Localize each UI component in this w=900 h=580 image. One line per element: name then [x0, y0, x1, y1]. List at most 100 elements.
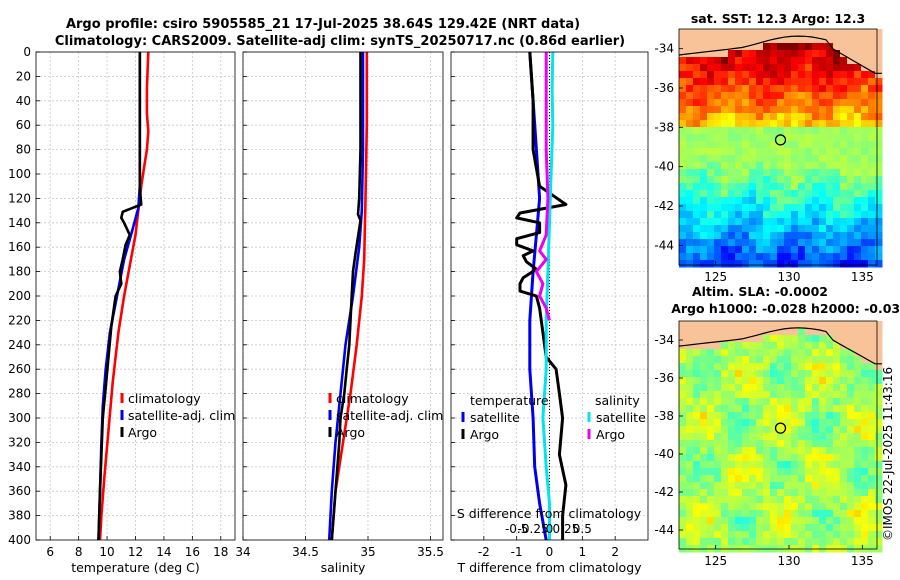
map-cell	[777, 78, 785, 86]
map-cell	[679, 260, 687, 268]
map-cell	[868, 183, 876, 191]
map-cell	[749, 120, 757, 128]
map-cell	[854, 225, 862, 233]
map-cell	[798, 440, 806, 448]
map-cell	[875, 545, 883, 553]
map-cell	[833, 43, 841, 51]
map-cell	[679, 391, 687, 399]
legend-label: climatology	[128, 391, 201, 406]
map-cell	[798, 510, 806, 518]
map-frame	[678, 28, 878, 266]
map-cell	[756, 162, 764, 170]
map-cell	[693, 342, 701, 350]
map-cell	[742, 454, 750, 462]
map-cell	[819, 78, 827, 86]
map-cell	[784, 148, 792, 156]
map-cell	[847, 531, 855, 539]
map-cell	[770, 197, 778, 205]
map-cell	[861, 356, 869, 364]
map-cell	[791, 377, 799, 385]
map-cell	[721, 440, 729, 448]
map-cell	[686, 134, 694, 142]
map-cell	[784, 85, 792, 93]
map-cell	[805, 260, 813, 268]
map-cell	[756, 349, 764, 357]
map-cell	[777, 169, 785, 177]
map-cell	[679, 176, 687, 184]
map-cell	[686, 384, 694, 392]
map-cell	[791, 64, 799, 72]
map-cell	[868, 232, 876, 240]
map-cell	[693, 398, 701, 406]
map-cell	[721, 197, 729, 205]
map-cell	[784, 134, 792, 142]
map-cell	[700, 57, 708, 65]
map-cell	[854, 517, 862, 525]
map-cell	[770, 370, 778, 378]
x-tick-label: 2	[611, 545, 619, 559]
map-cell	[819, 321, 827, 329]
map-cell	[868, 120, 876, 128]
map-cell	[812, 538, 820, 546]
map-cell	[805, 211, 813, 219]
map-cell	[812, 328, 820, 336]
map-cell	[693, 391, 701, 399]
series-line-argo	[97, 52, 143, 541]
map-cell	[679, 127, 687, 135]
map-cell	[875, 377, 883, 385]
map-cell	[861, 218, 869, 226]
map-cell	[868, 134, 876, 142]
map-cell	[861, 531, 869, 539]
map-cell	[847, 384, 855, 392]
map-cell	[826, 342, 834, 350]
map-cell	[777, 412, 785, 420]
map-cell	[749, 246, 757, 254]
map-cell	[875, 106, 883, 114]
map-cell	[686, 71, 694, 79]
map-cell	[784, 412, 792, 420]
map-cell	[819, 134, 827, 142]
map-cell	[728, 342, 736, 350]
map-cell	[777, 349, 785, 357]
map-cell	[714, 475, 722, 483]
map-cell	[833, 391, 841, 399]
map-cell	[798, 503, 806, 511]
map-cell	[721, 510, 729, 518]
map-cell	[693, 36, 701, 44]
map-cell	[819, 328, 827, 336]
map-cell	[700, 64, 708, 72]
depth-axis: 0204060801001201401601802002202402602803…	[8, 45, 31, 547]
map-cell	[770, 239, 778, 247]
map-cell	[840, 232, 848, 240]
title-line-2: Climatology: CARS2009. Satellite-adj cli…	[55, 34, 625, 49]
map-cell	[798, 120, 806, 128]
map-cell	[679, 419, 687, 427]
map-cell	[847, 246, 855, 254]
map-cell	[791, 433, 799, 441]
map-cell	[868, 99, 876, 107]
map-cell	[700, 363, 708, 371]
map-cell	[735, 204, 743, 212]
depth-tick-label: 180	[8, 265, 31, 279]
map-cell	[854, 190, 862, 198]
map-cell	[861, 335, 869, 343]
map-cell	[749, 85, 757, 93]
map-cell	[721, 183, 729, 191]
map-cell	[679, 148, 687, 156]
map-cell	[819, 538, 827, 546]
map-cell	[798, 496, 806, 504]
map-cell	[728, 384, 736, 392]
map-cell	[784, 253, 792, 261]
map-cell	[728, 503, 736, 511]
map-cell	[777, 85, 785, 93]
map-cell	[777, 398, 785, 406]
map-cell	[707, 225, 715, 233]
map-cell	[686, 496, 694, 504]
map-cell	[693, 496, 701, 504]
map-cell	[861, 85, 869, 93]
map-cell	[868, 405, 876, 413]
map-cell	[791, 412, 799, 420]
map-cell	[784, 78, 792, 86]
map-cell	[840, 517, 848, 525]
map-cell	[749, 92, 757, 100]
